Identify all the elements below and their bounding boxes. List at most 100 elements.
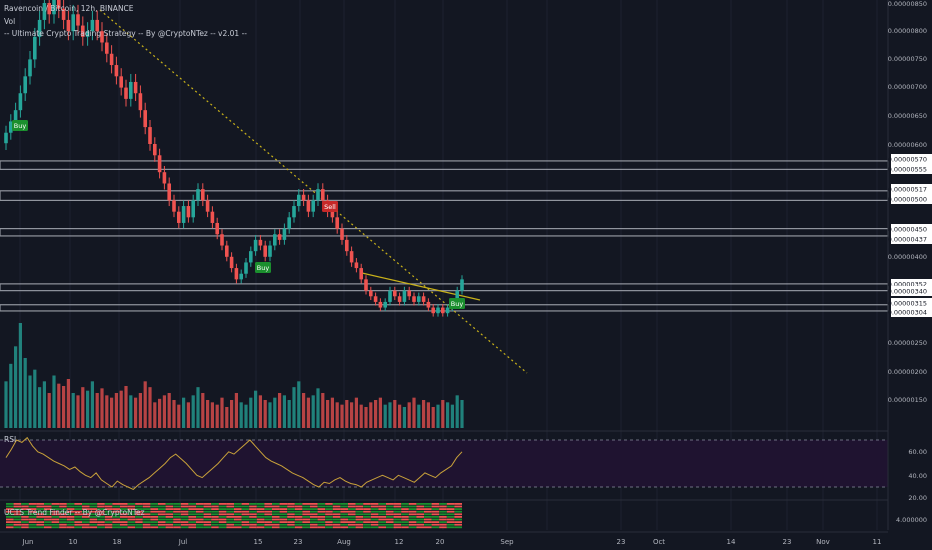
trend-cell bbox=[135, 523, 143, 526]
level-label-bg bbox=[891, 184, 932, 194]
trend-cell bbox=[6, 513, 14, 516]
candle-body bbox=[162, 172, 167, 184]
level-label: 0.00000315 bbox=[888, 300, 927, 308]
trend-cell bbox=[36, 523, 44, 526]
trend-cell bbox=[196, 516, 204, 518]
candle-body bbox=[225, 245, 229, 257]
trend-cell bbox=[196, 526, 204, 529]
level-label: 0.00000304 bbox=[888, 309, 927, 317]
level-label: 0.00000352 bbox=[888, 281, 927, 289]
volume-bar bbox=[57, 383, 61, 428]
trend-cell bbox=[59, 503, 67, 505]
trend-finder-label: UCTS Trend Finder -- By @CryptoNTez bbox=[4, 508, 145, 517]
trend-cell bbox=[74, 510, 82, 513]
candle-body bbox=[249, 251, 253, 263]
trend-cell bbox=[218, 510, 227, 513]
volume-bar bbox=[110, 397, 114, 428]
trend-cell bbox=[378, 526, 386, 529]
trend-cell bbox=[302, 526, 310, 529]
trend-cell bbox=[393, 510, 402, 513]
trend-cell bbox=[180, 526, 189, 529]
time-tick-label: Sep bbox=[500, 538, 514, 546]
rsi-tick-label: 40.00 bbox=[908, 472, 927, 480]
trend-cell bbox=[104, 516, 113, 518]
trend-cell bbox=[196, 508, 204, 510]
candle-body bbox=[268, 245, 272, 257]
candle-body bbox=[42, 3, 47, 20]
trend-cell bbox=[6, 503, 14, 505]
trend-cell bbox=[287, 503, 295, 505]
volume-bar bbox=[335, 402, 339, 428]
trend-cell bbox=[378, 523, 386, 526]
trend-cell bbox=[264, 521, 272, 523]
time-tick-label: Oct bbox=[653, 538, 665, 546]
trend-cell bbox=[66, 508, 75, 510]
trend-cell bbox=[150, 513, 158, 516]
price-axis[interactable]: 0.00000850 0.00000800 0.00000750 0.00000700… bbox=[887, 0, 932, 530]
trend-cell bbox=[13, 508, 22, 510]
candle-body bbox=[57, 0, 61, 9]
trend-cell bbox=[135, 513, 143, 516]
volume-bar bbox=[90, 381, 94, 428]
time-tick-label: 20 bbox=[436, 538, 445, 546]
trend-cell bbox=[378, 518, 386, 521]
trend-cell bbox=[439, 503, 447, 505]
trend-cell bbox=[401, 508, 409, 510]
trend-cell bbox=[226, 510, 234, 513]
trend-cell bbox=[59, 516, 67, 518]
trend-cell bbox=[302, 508, 310, 510]
volume-bar bbox=[345, 400, 349, 428]
trend-cell bbox=[454, 526, 462, 529]
trend-cell bbox=[196, 503, 204, 505]
trend-cell bbox=[454, 513, 462, 516]
candle-body bbox=[138, 93, 143, 111]
trend-cell bbox=[203, 505, 212, 508]
candle-body bbox=[119, 76, 123, 88]
trend-cell bbox=[279, 503, 288, 505]
trend-cell bbox=[28, 521, 37, 523]
candle-body bbox=[455, 290, 459, 302]
trend-cell bbox=[21, 510, 29, 513]
candle-body bbox=[292, 206, 296, 218]
candle-body bbox=[172, 200, 176, 212]
trend-cell bbox=[127, 505, 136, 508]
trend-cell bbox=[173, 518, 181, 521]
trend-cell bbox=[317, 526, 326, 529]
trend-cell bbox=[188, 521, 196, 523]
trend-cell bbox=[120, 505, 128, 508]
trend-cell bbox=[150, 503, 158, 505]
trend-cell bbox=[89, 510, 98, 513]
trend-cell bbox=[218, 521, 227, 523]
volume-bar bbox=[172, 400, 176, 428]
volume-bar bbox=[158, 398, 162, 428]
trend-cell bbox=[446, 521, 455, 523]
trend-cell bbox=[431, 513, 440, 516]
trend-cell bbox=[44, 508, 52, 510]
trend-cell bbox=[294, 513, 303, 516]
trend-cell bbox=[302, 518, 310, 521]
trend-cell bbox=[142, 503, 151, 505]
trend-cell bbox=[89, 503, 98, 505]
trend-cell bbox=[13, 526, 22, 529]
time-tick-label: 18 bbox=[113, 538, 122, 546]
trend-cell bbox=[431, 508, 440, 510]
trend-cell bbox=[424, 508, 432, 510]
time-tick-label: Nov bbox=[816, 538, 830, 546]
trend-cell bbox=[401, 518, 409, 521]
trend-cell bbox=[332, 518, 341, 521]
trend-cell bbox=[325, 516, 333, 518]
candle-body bbox=[407, 290, 411, 297]
trend-cell bbox=[74, 523, 82, 526]
volume-bar bbox=[330, 397, 334, 428]
volume-bar bbox=[340, 404, 344, 428]
trend-cell bbox=[340, 503, 348, 505]
trend-cell bbox=[6, 508, 14, 510]
trend-cell bbox=[158, 518, 166, 521]
candle-body bbox=[383, 301, 387, 308]
trend-cell bbox=[370, 508, 379, 510]
trend-cell bbox=[13, 503, 22, 505]
trend-cell bbox=[370, 526, 379, 529]
time-axis[interactable]: Jun 10 18 Jul 15 23 Aug 12 20 Sep 23 Oct 14 23 Nov 11 bbox=[0, 531, 888, 546]
volume-bar bbox=[33, 369, 37, 428]
